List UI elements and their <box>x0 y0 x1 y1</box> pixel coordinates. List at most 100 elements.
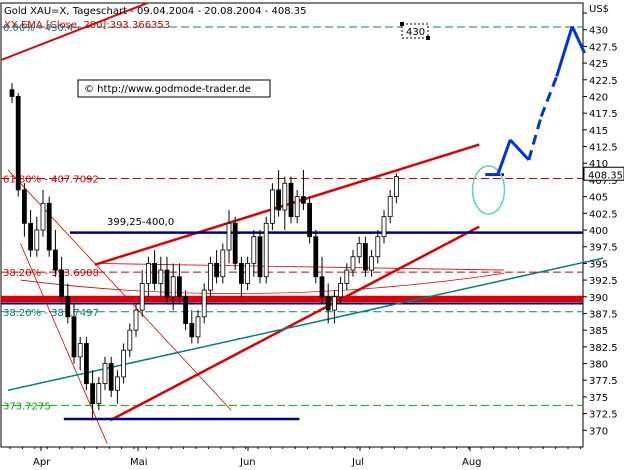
y-tick-label: 425 <box>589 59 608 70</box>
y-tick-label: 427.5 <box>589 42 618 53</box>
y-tick-label: 390 <box>589 293 608 304</box>
y-tick-label: 370 <box>589 426 608 437</box>
candle-body <box>207 262 213 291</box>
candle-body <box>21 189 27 224</box>
candle-body <box>226 222 232 251</box>
candle-body <box>53 249 58 271</box>
ema-arc <box>20 273 505 294</box>
y-tick-label: 382.5 <box>589 343 618 354</box>
forecast-segment <box>496 139 512 176</box>
forecast-segment <box>509 138 530 161</box>
candle-body <box>269 189 275 224</box>
ema-label: XX EMA [Close, 200]:393.366353 <box>4 20 170 31</box>
forecast-layer <box>485 25 586 177</box>
y-tick-label: 402.5 <box>589 209 618 220</box>
forecast-segment <box>527 116 543 161</box>
y-tick-label: 387.5 <box>589 309 618 320</box>
candle-body <box>276 189 282 211</box>
chart-title: Gold XAU=X, Tageschart - 09.04.2004 - 20… <box>4 6 306 17</box>
candle-body <box>325 296 331 311</box>
candle-body <box>300 196 306 204</box>
watermark-box <box>77 79 271 98</box>
fib-levels: 0.00% - 430.4 61.80% - 407.7092 38.20% - 3… <box>1 23 583 412</box>
thin-ema-line <box>94 262 505 271</box>
candle-body <box>201 289 207 318</box>
month-label: Mai <box>130 457 148 468</box>
candle-body <box>331 296 337 311</box>
candle-body <box>313 236 319 278</box>
candle-body <box>34 229 40 251</box>
candle-body <box>164 269 170 298</box>
candle-body <box>393 176 399 198</box>
candle-body <box>356 242 362 258</box>
candle-body <box>46 202 52 251</box>
candle-body <box>338 283 344 298</box>
y-tick-label: 420 <box>589 92 608 103</box>
candle-body <box>319 276 325 298</box>
candle-body <box>65 296 71 318</box>
y-axis: 370 372.5 375 377.5 380 382.5 385 387.5 390 392.5… <box>583 4 624 437</box>
candle-body <box>71 316 77 358</box>
forecast-segment <box>555 25 574 77</box>
candles <box>9 83 506 421</box>
candle-body <box>307 202 313 238</box>
candle-body <box>251 236 257 264</box>
candle-body <box>133 309 139 331</box>
y-tick-label: 400 <box>589 226 608 237</box>
callout-handle-br <box>426 36 430 40</box>
candle-body <box>288 182 294 218</box>
channel-lower-line <box>109 225 480 422</box>
candle-body <box>9 89 15 97</box>
y-tick-label: 395 <box>589 259 608 270</box>
y-tick-label: 375 <box>589 393 608 404</box>
breakout-ellipse <box>471 165 506 215</box>
y-tick-label: 392.5 <box>589 276 618 287</box>
month-label: Apr <box>33 457 51 468</box>
candle-body <box>115 376 120 391</box>
y-tick-label: 412.5 <box>589 143 618 154</box>
candle-body <box>59 269 64 298</box>
candle-body <box>102 363 108 384</box>
candle-body <box>170 276 176 298</box>
month-label: Aug <box>462 457 482 468</box>
x-axis: Apr Mai Jun Jul Aug <box>9 447 581 468</box>
candle-body <box>183 296 189 324</box>
month-label: Jul <box>351 457 364 468</box>
y-tick-label: 430 <box>589 26 608 37</box>
candle-body <box>145 262 151 284</box>
y-tick-label: 380 <box>589 360 608 371</box>
candle-body <box>369 256 375 271</box>
candle-body <box>189 323 195 338</box>
y-tick-label: 405 <box>589 193 608 204</box>
y-tick-label: 417.5 <box>589 109 618 120</box>
y-tick-label: 372.5 <box>589 410 618 421</box>
forecast-segment <box>570 25 586 54</box>
fib-label: 373.7275 <box>3 401 51 412</box>
y-tick-label: US$ <box>589 4 609 15</box>
candle-body <box>195 316 201 338</box>
fib-label: 38.20% - 393.6908 <box>3 268 99 279</box>
watermark-text: © http://www.godmode-trader.de <box>84 84 251 95</box>
candle-body <box>90 383 95 405</box>
candle-body <box>176 276 182 298</box>
target-callout-text: 430 <box>406 27 425 38</box>
y-tick-label: 385 <box>589 326 608 337</box>
fib-label: 0.00% - 430.4 <box>3 23 73 34</box>
y-tick-label: 410 <box>589 159 608 170</box>
candle-body <box>152 262 158 284</box>
candle-body <box>362 242 368 271</box>
support-zone <box>1 295 583 303</box>
y-tick-label: 422.5 <box>589 76 618 87</box>
y-tick-label: 397.5 <box>589 243 618 254</box>
candle-body <box>84 343 89 384</box>
candle-body <box>344 269 350 284</box>
candle-body <box>40 202 46 231</box>
candle-body <box>220 249 226 278</box>
price-tag-text: 408.35 <box>588 170 623 181</box>
callout-handle-tl <box>400 22 404 26</box>
month-label: Jun <box>239 457 256 468</box>
candle-body <box>232 222 238 264</box>
plot-area <box>0 2 584 448</box>
candle-body <box>282 182 288 211</box>
